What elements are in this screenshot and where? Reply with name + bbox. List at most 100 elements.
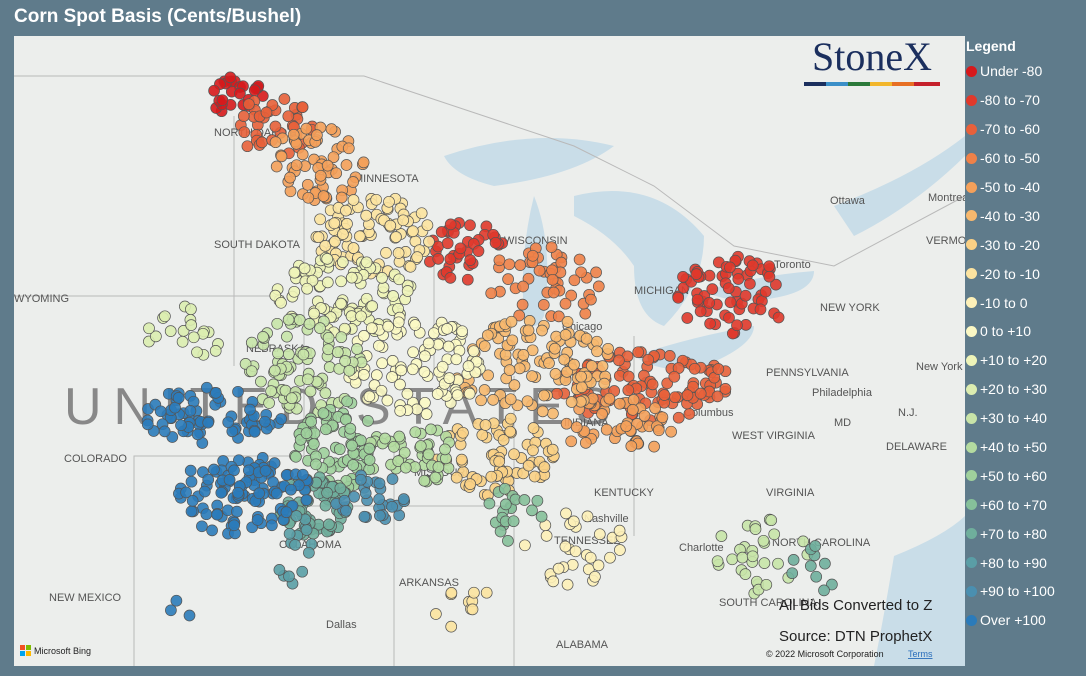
bid-point xyxy=(432,253,445,265)
bid-point xyxy=(287,128,300,141)
bid-point xyxy=(297,468,309,481)
bid-point xyxy=(300,122,313,135)
bid-point xyxy=(386,473,399,485)
legend-title: Legend xyxy=(966,38,1016,54)
bid-point xyxy=(169,401,181,414)
bid-point xyxy=(722,282,735,295)
bid-point xyxy=(746,259,759,272)
bid-point xyxy=(244,403,256,416)
bid-point xyxy=(285,392,298,405)
bid-point xyxy=(584,551,597,564)
terms-link[interactable]: Terms xyxy=(908,649,933,659)
bid-point xyxy=(499,482,511,495)
bid-point xyxy=(797,535,809,548)
bid-point xyxy=(642,353,655,366)
bid-point xyxy=(479,419,492,431)
bid-point xyxy=(505,315,518,328)
bid-point xyxy=(579,437,592,449)
bid-point xyxy=(589,570,601,583)
bid-point xyxy=(423,235,435,248)
bid-point xyxy=(818,584,830,597)
legend-swatch xyxy=(966,239,977,251)
bid-point xyxy=(549,368,562,380)
bid-point xyxy=(551,387,563,400)
bid-point xyxy=(658,389,671,401)
bid-point xyxy=(552,562,565,575)
bid-point xyxy=(804,560,817,572)
bid-point xyxy=(335,297,347,310)
map-label: Philadelphia xyxy=(812,387,873,399)
bid-point xyxy=(668,370,681,383)
bid-point xyxy=(353,230,366,243)
bid-point xyxy=(392,455,405,467)
legend-item: +60 to +70 xyxy=(966,490,1084,519)
bid-point xyxy=(754,303,767,316)
bid-point xyxy=(547,575,560,588)
bid-point xyxy=(370,369,383,381)
bid-point xyxy=(293,314,306,326)
bid-point xyxy=(208,84,220,97)
bid-point xyxy=(575,381,588,394)
bid-point xyxy=(347,176,359,188)
bid-point xyxy=(596,360,609,372)
bid-point xyxy=(418,366,431,378)
bid-point xyxy=(494,525,507,538)
bid-point xyxy=(579,307,592,320)
bid-point xyxy=(547,407,559,420)
legend-label: -60 to -50 xyxy=(980,150,1040,167)
bid-point xyxy=(703,297,716,309)
bid-point xyxy=(390,231,402,243)
bid-point xyxy=(522,459,535,472)
bid-point xyxy=(442,462,455,474)
bid-point xyxy=(232,385,244,398)
bid-point xyxy=(251,514,264,526)
title: Corn Spot Basis (Cents/Bushel) xyxy=(14,6,302,27)
bid-point xyxy=(526,344,539,357)
bid-point xyxy=(243,98,255,111)
bid-point xyxy=(558,353,571,366)
bid-point xyxy=(297,348,310,361)
bid-point xyxy=(436,360,449,373)
bid-point xyxy=(280,506,293,519)
bid-point xyxy=(370,193,383,206)
map-label: COLORADO xyxy=(64,453,127,465)
bid-point xyxy=(531,494,544,507)
bid-point xyxy=(290,159,303,172)
bid-point xyxy=(472,245,485,257)
bid-point xyxy=(237,110,250,122)
bid-point xyxy=(180,486,192,499)
bid-point xyxy=(552,310,565,323)
bid-point xyxy=(411,251,424,263)
legend-item: +20 to +30 xyxy=(966,375,1084,404)
bid-point xyxy=(533,264,546,277)
bid-point xyxy=(420,408,433,420)
bid-point xyxy=(665,425,677,438)
source-note: Source: DTN ProphetX xyxy=(779,628,932,645)
bid-point xyxy=(281,330,293,343)
bid-point xyxy=(337,228,349,240)
bid-point xyxy=(373,477,386,490)
map: NORTH DAKOTAMINNESOTASOUTH DAKOTAWYOMING… xyxy=(14,36,965,666)
bid-point xyxy=(461,273,474,286)
bid-point xyxy=(358,369,370,381)
bid-point xyxy=(731,319,743,332)
bid-point xyxy=(683,408,696,420)
bid-point xyxy=(441,323,453,335)
bid-point xyxy=(228,519,240,532)
bid-point xyxy=(598,377,611,390)
bid-point xyxy=(429,471,442,484)
bid-point xyxy=(386,500,398,513)
bid-point xyxy=(296,101,309,113)
bid-point xyxy=(478,384,491,396)
bid-point xyxy=(407,225,419,238)
bid-point xyxy=(504,425,517,438)
legend-swatch xyxy=(966,441,977,453)
bid-point xyxy=(407,346,419,359)
bid-point xyxy=(345,271,358,284)
legend-item: -20 to -10 xyxy=(966,259,1084,288)
bid-point xyxy=(565,435,578,448)
bid-point xyxy=(185,505,198,518)
bid-point xyxy=(711,555,724,568)
bid-point xyxy=(211,508,223,521)
bid-point xyxy=(493,455,506,468)
